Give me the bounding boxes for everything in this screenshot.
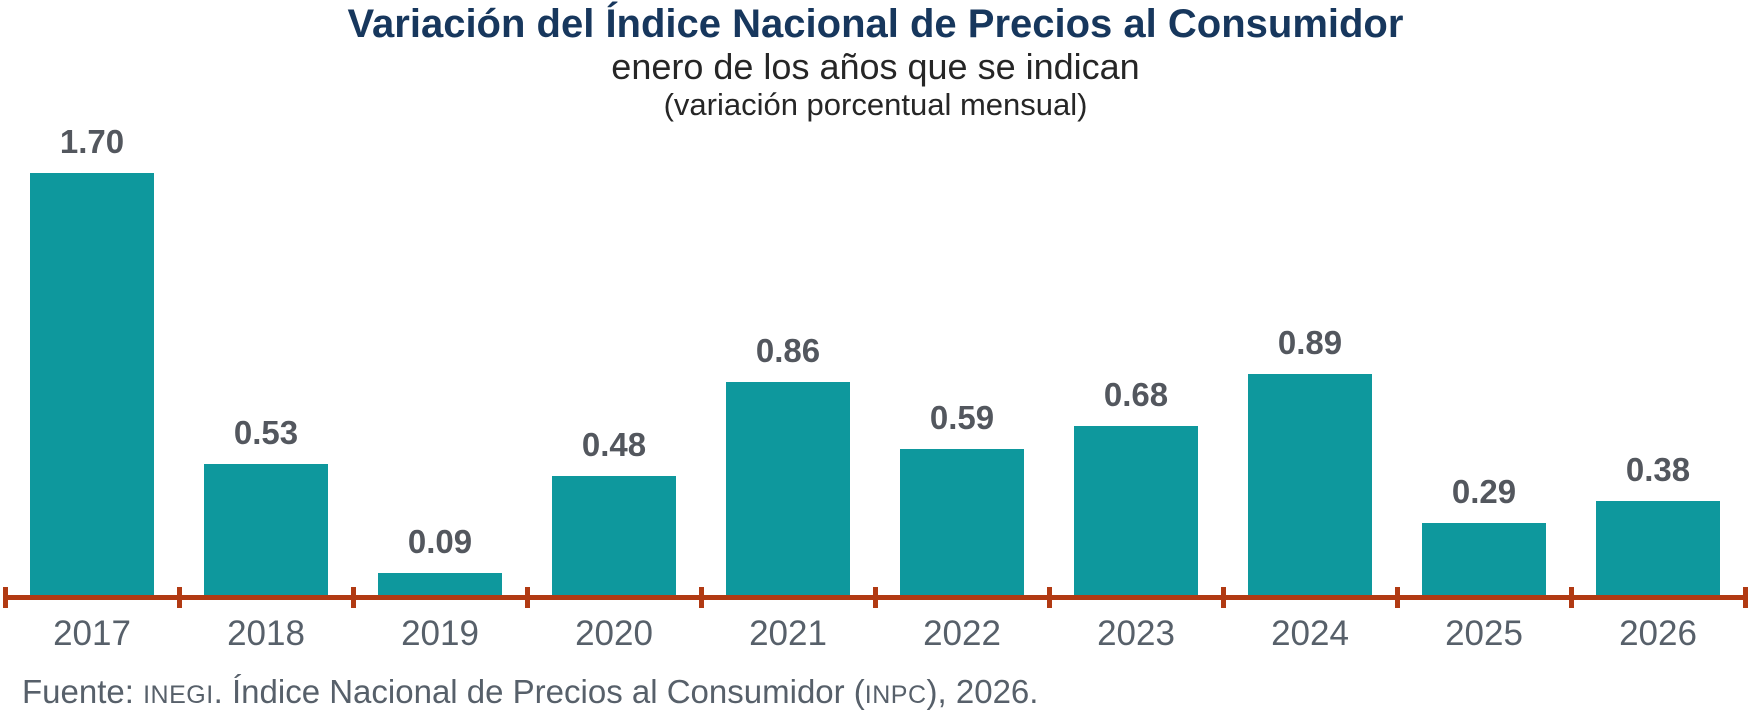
source-text: . Índice Nacional de Precios al Consumid… <box>213 673 865 710</box>
bar-group: 0.53 <box>179 414 353 595</box>
x-axis-tick <box>1569 587 1574 608</box>
bar <box>552 476 676 595</box>
x-tick-label: 2017 <box>53 614 131 653</box>
bar-value-label: 0.68 <box>1103 376 1169 413</box>
x-axis-tick <box>1047 587 1052 608</box>
bar-value-label: 0.48 <box>581 426 647 463</box>
bar <box>900 449 1024 595</box>
x-tick-label: 2022 <box>923 614 1001 653</box>
x-axis-tick <box>699 587 704 608</box>
bar-group: 0.89 <box>1223 324 1397 595</box>
x-tick-label: 2025 <box>1445 614 1523 653</box>
bar-group: 0.59 <box>875 399 1049 595</box>
x-axis-tick <box>177 587 182 608</box>
x-axis-tick <box>525 587 530 608</box>
bar <box>1596 501 1720 595</box>
x-tick-label: 2023 <box>1097 614 1175 653</box>
x-axis-tick <box>1743 587 1748 608</box>
bar <box>30 173 154 595</box>
bar-value-label: 0.53 <box>233 414 299 451</box>
chart-title: Variación del Índice Nacional de Precios… <box>347 2 1404 46</box>
bar <box>726 382 850 595</box>
x-axis-tick <box>351 587 356 608</box>
source-note: Fuente: INEGI. Índice Nacional de Precio… <box>22 672 1038 715</box>
bar <box>378 573 502 595</box>
bar <box>1422 523 1546 595</box>
chart-subtitle: enero de los años que se indican <box>611 46 1140 87</box>
bar-value-label: 1.70 <box>59 123 125 160</box>
x-tick-label: 2026 <box>1619 614 1697 653</box>
bar-value-label: 0.86 <box>755 332 821 369</box>
source-acronym: INEGI <box>143 681 214 709</box>
x-tick-label: 2021 <box>749 614 827 653</box>
x-tick-label: 2019 <box>401 614 479 653</box>
bar-group: 0.48 <box>527 426 701 595</box>
x-axis-tick <box>1395 587 1400 608</box>
x-axis-tick <box>1221 587 1226 608</box>
bar-value-label: 0.29 <box>1451 473 1517 510</box>
bar-value-label: 0.38 <box>1625 451 1691 488</box>
x-tick-label: 2018 <box>227 614 305 653</box>
bar-group: 0.86 <box>701 332 875 595</box>
bar-value-label: 0.09 <box>407 523 473 560</box>
chart-units-note: (variación porcentual mensual) <box>663 87 1088 122</box>
source-acronym: INPC <box>864 681 927 709</box>
bar-value-label: 0.89 <box>1277 324 1343 361</box>
bar-value-label: 0.59 <box>929 399 995 436</box>
x-axis-tick <box>873 587 878 608</box>
x-axis-tick <box>3 587 8 608</box>
bar-group: 0.29 <box>1397 473 1571 595</box>
bar <box>1248 374 1372 595</box>
bar-group: 1.70 <box>5 123 179 595</box>
bar-group: 0.09 <box>353 523 527 595</box>
bar-group: 0.38 <box>1571 451 1745 595</box>
x-tick-label: 2020 <box>575 614 653 653</box>
bar <box>204 464 328 595</box>
x-tick-label: 2024 <box>1271 614 1349 653</box>
bar <box>1074 426 1198 595</box>
source-text: Fuente: <box>22 673 144 710</box>
source-text: ), 2026. <box>926 673 1039 710</box>
bar-group: 0.68 <box>1049 376 1223 595</box>
